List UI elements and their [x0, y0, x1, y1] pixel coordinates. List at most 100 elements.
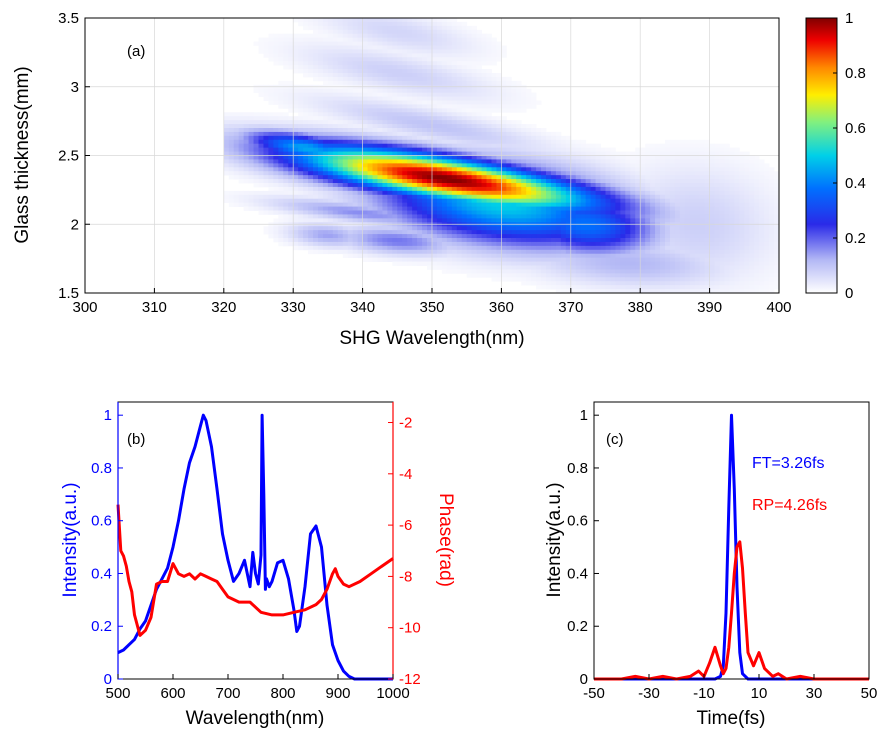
heatmap-cell — [456, 265, 463, 270]
heatmap-cell — [273, 53, 279, 58]
heatmap-cell — [669, 171, 676, 176]
heatmap-cell — [382, 96, 388, 101]
heatmap-cell — [486, 92, 492, 97]
heatmap-cell — [372, 128, 378, 133]
heatmap-cell — [387, 57, 393, 62]
heatmap-cell — [313, 116, 319, 121]
heatmap-cell — [694, 241, 701, 247]
heatmap-cell — [332, 186, 339, 192]
heatmap-cell — [664, 230, 671, 235]
heatmap-cell — [471, 131, 478, 137]
heatmap-cell — [679, 249, 686, 255]
heatmap-cell — [664, 202, 671, 207]
heatmap-cell — [506, 261, 512, 266]
heatmap-cell — [308, 249, 314, 255]
heatmap-cell — [630, 230, 636, 235]
heatmap-cell — [546, 234, 552, 239]
heatmap-cell — [317, 131, 324, 137]
heatmap-cell — [402, 21, 408, 27]
heatmap-cell — [645, 210, 651, 215]
heatmap-cell — [679, 214, 686, 219]
heatmap-cell — [357, 53, 363, 58]
heatmap-cell — [352, 41, 359, 46]
heatmap-cell — [674, 230, 681, 235]
heatmap-cell — [436, 104, 443, 109]
heatmap-cell — [516, 147, 522, 152]
heatmap-cell — [278, 135, 284, 141]
heatmap-cell — [392, 226, 398, 231]
heatmap-cell — [451, 210, 458, 215]
heatmap-cell — [432, 202, 438, 207]
heatmap-cell — [476, 226, 482, 231]
heatmap-cell — [605, 190, 611, 196]
heatmap-cell — [327, 183, 334, 188]
heatmap-cell — [303, 120, 309, 125]
heatmap-cell — [362, 210, 368, 215]
heatmap-cell — [337, 21, 344, 27]
heatmap-cell — [565, 202, 572, 207]
heatmap-cell — [635, 151, 641, 156]
heatmap-cell — [298, 198, 304, 204]
heatmap-cell — [317, 163, 324, 168]
heatmap-cell — [352, 183, 359, 188]
heatmap-cell — [327, 167, 334, 172]
heatmap-cell — [367, 100, 373, 105]
heatmap-cell — [466, 61, 473, 66]
heatmap-cell — [709, 147, 715, 152]
heatmap-cell — [288, 124, 294, 129]
heatmap-cell — [436, 226, 443, 231]
heatmap-cell — [496, 163, 502, 168]
heatmap-cell — [704, 206, 710, 211]
heatmap-cell — [317, 249, 324, 255]
heatmap-cell — [243, 143, 249, 149]
heatmap-cell — [655, 269, 661, 274]
heatmap-cell — [367, 73, 373, 78]
heatmap-cell — [377, 108, 383, 113]
heatmap-cell — [332, 131, 339, 137]
heatmap-cell — [704, 277, 710, 282]
heatmap-cell — [689, 253, 696, 259]
heatmap-cell — [382, 53, 388, 58]
heatmap-cell — [699, 186, 706, 192]
heatmap-cell — [357, 124, 363, 129]
heatmap-cell — [541, 249, 547, 255]
heatmap-cell — [669, 167, 676, 172]
heatmap-cell — [615, 183, 621, 188]
heatmap-cell — [432, 175, 438, 180]
heatmap-cell — [739, 253, 745, 259]
heatmap-cell — [298, 49, 304, 54]
heatmap-cell — [491, 171, 497, 176]
heatmap-cell — [645, 253, 651, 259]
heatmap-cell — [585, 214, 592, 219]
heatmap-cell — [263, 194, 269, 200]
heatmap-cell — [546, 226, 552, 231]
heatmap-cell — [288, 92, 294, 97]
heatmap-cell — [684, 175, 691, 180]
heatmap-cell — [729, 167, 735, 172]
heatmap-cell — [471, 57, 478, 62]
heatmap-cell — [446, 53, 453, 58]
heatmap-cell — [536, 139, 542, 145]
heatmap-cell — [303, 151, 309, 156]
heatmap-cell — [288, 218, 294, 223]
heatmap-cell — [719, 147, 725, 152]
heatmap-cell — [432, 194, 438, 200]
heatmap-cell — [546, 218, 552, 223]
heatmap-cell — [278, 175, 284, 180]
heatmap-cell — [446, 116, 453, 121]
heatmap-cell — [511, 96, 517, 101]
heatmap-cell — [516, 163, 522, 168]
heatmap-cell — [451, 21, 458, 27]
heatmap-cell — [367, 92, 373, 97]
heatmap-cell — [382, 76, 388, 82]
heatmap-cell — [278, 131, 284, 137]
heatmap-cell — [565, 230, 572, 235]
heatmap-cell — [278, 167, 284, 172]
heatmap-cell — [660, 190, 666, 196]
heatmap-cell — [724, 147, 730, 152]
heatmap-cell — [317, 190, 324, 196]
heatmap-cell — [555, 183, 562, 188]
heatmap-cell — [278, 155, 284, 160]
heatmap-cell — [655, 277, 661, 282]
heatmap-cell — [293, 147, 299, 152]
